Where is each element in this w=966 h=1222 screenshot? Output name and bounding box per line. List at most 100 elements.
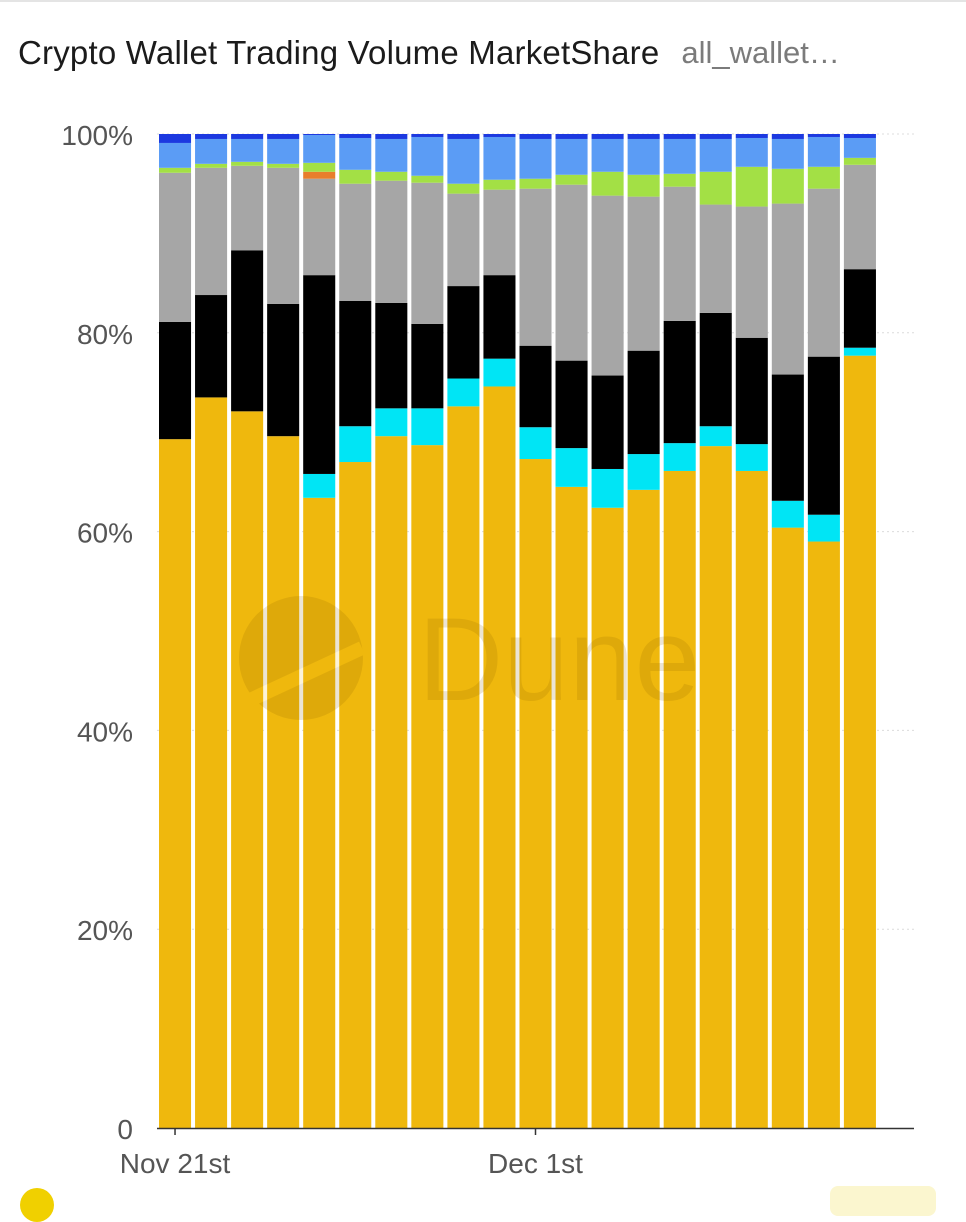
bar-segment[interactable] [591, 195, 624, 376]
bar-segment[interactable] [159, 172, 192, 322]
bar-segment[interactable] [771, 527, 804, 1128]
bar-segment[interactable] [411, 182, 444, 324]
bar-segment[interactable] [807, 514, 840, 542]
bar-segment[interactable] [375, 134, 408, 139]
bar-segment[interactable] [339, 169, 372, 184]
bar-segment[interactable] [483, 134, 516, 137]
bar-segment[interactable] [843, 137, 876, 158]
bar-segment[interactable] [807, 134, 840, 137]
bar-segment[interactable] [447, 183, 480, 194]
bar-segment[interactable] [411, 445, 444, 1128]
bar-segment[interactable] [771, 500, 804, 528]
bar-segment[interactable] [519, 345, 552, 428]
bar-segment[interactable] [195, 295, 228, 398]
bar-segment[interactable] [411, 175, 444, 183]
bar-segment[interactable] [159, 142, 192, 168]
bar-segment[interactable] [303, 178, 336, 276]
bar-segment[interactable] [771, 374, 804, 501]
bar-segment[interactable] [411, 408, 444, 446]
bar-segment[interactable] [267, 163, 300, 168]
bar-segment[interactable] [159, 321, 192, 440]
bar-segment[interactable] [591, 134, 624, 139]
bar-segment[interactable] [735, 134, 768, 138]
bar-segment[interactable] [267, 134, 300, 139]
bar-segment[interactable] [411, 136, 444, 176]
bar-segment[interactable] [555, 138, 588, 175]
bar-segment[interactable] [411, 323, 444, 409]
bar-segment[interactable] [303, 473, 336, 498]
bar-segment[interactable] [771, 168, 804, 204]
bar-segment[interactable] [483, 386, 516, 1129]
bar-segment[interactable] [519, 138, 552, 179]
bar-segment[interactable] [555, 360, 588, 449]
bar-segment[interactable] [267, 138, 300, 164]
bar-segment[interactable] [663, 320, 696, 444]
bar-segment[interactable] [807, 136, 840, 167]
bar-segment[interactable] [519, 134, 552, 139]
bar-segment[interactable] [699, 134, 732, 139]
bar-segment[interactable] [555, 174, 588, 185]
bar-segment[interactable] [591, 375, 624, 469]
bar-segment[interactable] [699, 446, 732, 1128]
bar-segment[interactable] [843, 347, 876, 356]
bar-segment[interactable] [519, 178, 552, 189]
bar-segment[interactable] [375, 436, 408, 1128]
bar-segment[interactable] [591, 507, 624, 1128]
bar-segment[interactable] [627, 174, 660, 197]
bar-segment[interactable] [447, 138, 480, 184]
bar-segment[interactable] [231, 134, 264, 139]
bar-segment[interactable] [735, 470, 768, 1129]
bar-segment[interactable] [843, 164, 876, 270]
bar-segment[interactable] [843, 134, 876, 138]
bar-segment[interactable] [699, 171, 732, 205]
bar-segment[interactable] [519, 188, 552, 346]
bar-segment[interactable] [339, 137, 372, 170]
bar-segment[interactable] [159, 439, 192, 1128]
bar-segment[interactable] [303, 275, 336, 474]
bar-segment[interactable] [447, 378, 480, 407]
bar-segment[interactable] [699, 426, 732, 447]
bar-segment[interactable] [843, 269, 876, 348]
bar-segment[interactable] [447, 406, 480, 1128]
bar-segment[interactable] [375, 302, 408, 409]
bar-segment[interactable] [303, 162, 336, 172]
bar-segment[interactable] [303, 497, 336, 1128]
bar-segment[interactable] [663, 138, 696, 174]
bar-segment[interactable] [195, 134, 228, 139]
bar-segment[interactable] [735, 444, 768, 471]
bar-segment[interactable] [627, 134, 660, 139]
bar-segment[interactable] [231, 138, 264, 162]
footer-avatar[interactable] [20, 1188, 54, 1222]
bar-segment[interactable] [339, 426, 372, 463]
bar-segment[interactable] [267, 303, 300, 437]
bar-segment[interactable] [303, 134, 336, 163]
bar-segment[interactable] [735, 137, 768, 167]
bar-segment[interactable] [195, 397, 228, 1128]
bar-segment[interactable] [267, 436, 300, 1128]
bar-segment[interactable] [519, 427, 552, 460]
bar-segment[interactable] [735, 166, 768, 207]
bar-segment[interactable] [627, 454, 660, 490]
bar-segment[interactable] [195, 138, 228, 164]
bar-segment[interactable] [807, 188, 840, 357]
bar-segment[interactable] [771, 134, 804, 139]
bar-segment[interactable] [447, 134, 480, 139]
bar-segment[interactable] [303, 171, 336, 179]
bar-segment[interactable] [375, 408, 408, 437]
bar-segment[interactable] [483, 136, 516, 180]
bar-segment[interactable] [267, 167, 300, 304]
bar-segment[interactable] [375, 171, 408, 181]
bar-segment[interactable] [807, 541, 840, 1128]
bar-segment[interactable] [339, 134, 372, 138]
bar-segment[interactable] [627, 489, 660, 1129]
bar-segment[interactable] [483, 189, 516, 276]
bar-segment[interactable] [375, 180, 408, 303]
bar-segment[interactable] [375, 138, 408, 172]
bar-segment[interactable] [339, 300, 372, 427]
bar-segment[interactable] [699, 312, 732, 427]
bar-segment[interactable] [663, 470, 696, 1129]
bar-segment[interactable] [771, 138, 804, 169]
bar-segment[interactable] [663, 186, 696, 321]
bar-segment[interactable] [807, 356, 840, 515]
bar-segment[interactable] [195, 167, 228, 296]
